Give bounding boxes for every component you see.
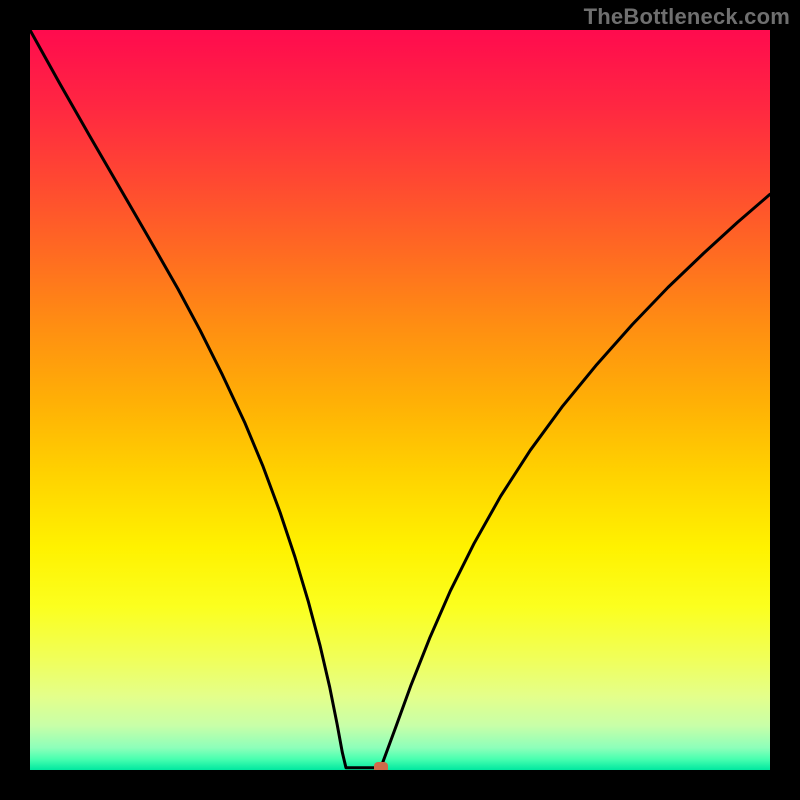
watermark-text: TheBottleneck.com bbox=[584, 4, 790, 30]
chart-container: TheBottleneck.com bbox=[0, 0, 800, 800]
chart-background bbox=[30, 30, 770, 770]
minimum-marker bbox=[374, 762, 388, 770]
plot-area bbox=[30, 30, 770, 770]
chart-svg bbox=[30, 30, 770, 770]
